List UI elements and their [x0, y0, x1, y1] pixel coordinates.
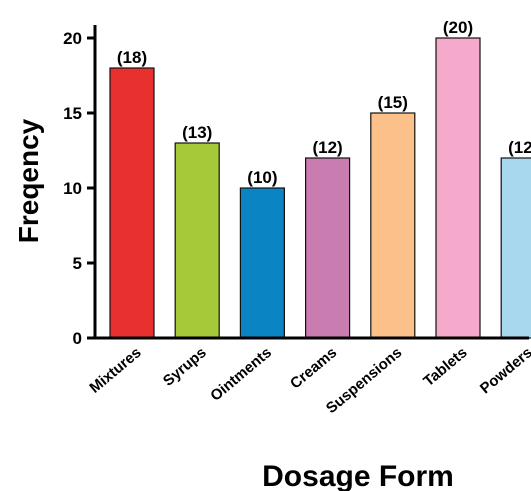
data-label-ointments: (10)	[247, 168, 277, 187]
bar-creams	[305, 157, 351, 339]
data-label-tablets: (20)	[443, 18, 473, 37]
y-tick-label: 0	[73, 329, 82, 348]
y-tick-label: 10	[63, 179, 82, 198]
data-label-syrups: (13)	[182, 123, 212, 142]
y-axis-ticks: 0 5 10 15 20	[63, 29, 95, 348]
data-label-creams: (12)	[312, 138, 342, 157]
data-labels: (18) (13) (10) (12) (15) (20) (12)	[117, 18, 531, 187]
category-label-tablets: Tablets	[420, 344, 470, 390]
bar-ointments	[239, 187, 285, 339]
category-label-ointments: Ointments	[207, 344, 275, 405]
category-label-mixtures: Mixtures	[86, 344, 144, 397]
x-axis-label: Dosage Form	[262, 460, 454, 491]
data-label-powders: (12)	[508, 138, 531, 157]
y-axis-label: Freqency	[13, 118, 44, 243]
bar-mixtures	[109, 67, 155, 339]
bar-syrups	[174, 142, 220, 339]
y-tick-label: 15	[63, 104, 82, 123]
y-tick-label: 5	[73, 254, 82, 273]
bars	[109, 37, 531, 339]
y-tick-label: 20	[63, 29, 82, 48]
category-label-creams: Creams	[287, 344, 340, 392]
data-label-mixtures: (18)	[117, 48, 147, 67]
bar-powders	[500, 157, 531, 339]
bar-tablets	[435, 37, 481, 339]
category-label-syrups: Syrups	[160, 344, 210, 390]
data-label-suspensions: (15)	[378, 93, 408, 112]
category-label-powders: Powders	[477, 344, 531, 397]
bar-suspensions	[370, 112, 416, 339]
